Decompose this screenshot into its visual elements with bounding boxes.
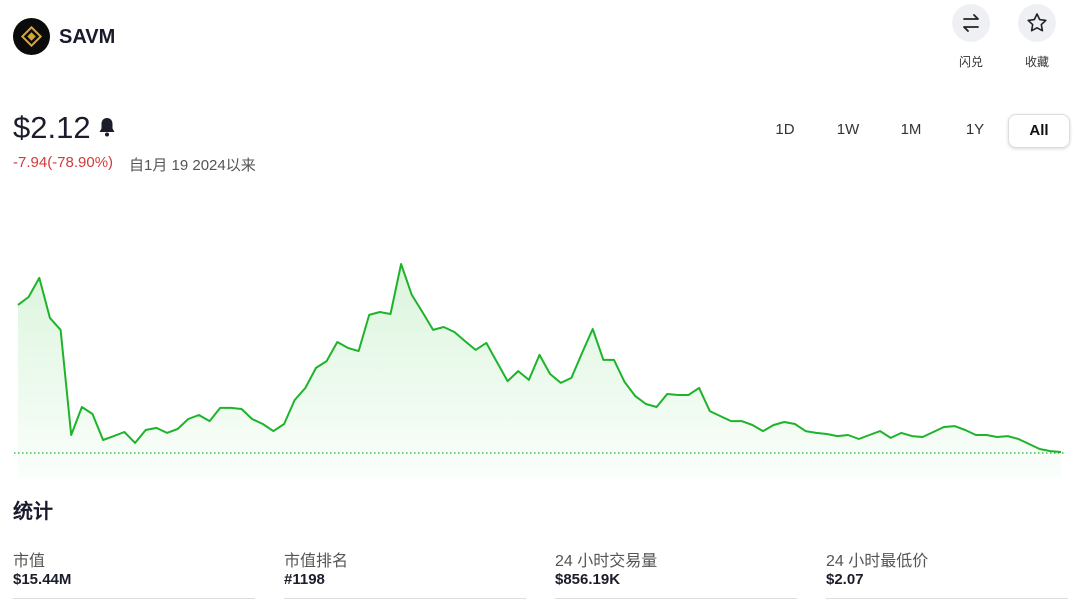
favorite-button[interactable] <box>1018 4 1056 42</box>
stat-value: #1198 <box>284 571 325 588</box>
stat-label: 24 小时交易量 <box>555 553 658 570</box>
area <box>18 264 1061 477</box>
logo <box>13 18 50 55</box>
stat-label: 24 小时最低价 <box>826 553 929 570</box>
stat-label: 市值 <box>13 553 46 570</box>
since-date: 自1月 19 2024以来 <box>129 157 256 174</box>
stat-value: $2.07 <box>826 571 864 588</box>
range-button[interactable]: 1M <box>900 121 922 138</box>
range-button[interactable]: 1D <box>775 121 795 138</box>
logo-icon <box>20 25 43 48</box>
stat-value: $856.19K <box>555 571 621 588</box>
stat-divider <box>555 598 797 599</box>
token-name: SAVM <box>59 26 116 48</box>
stat-label: 市值排名 <box>284 553 349 570</box>
stats-title: 统计 <box>13 501 53 523</box>
price-line <box>17 263 1062 453</box>
range-button[interactable]: 1Y <box>965 121 985 138</box>
range-button[interactable]: All <box>1008 114 1070 148</box>
stat-divider <box>13 598 255 599</box>
stat-divider <box>284 598 526 599</box>
price: $2.12 <box>13 110 91 145</box>
range-button[interactable]: 1W <box>836 121 860 138</box>
swap-label[interactable]: 闪兑 <box>958 55 983 69</box>
stat-divider <box>826 598 1068 599</box>
alert-icon[interactable] <box>97 116 117 138</box>
swap-button[interactable] <box>952 4 990 42</box>
stat-value: $15.44M <box>13 571 72 588</box>
favorite-label[interactable]: 收藏 <box>1024 55 1049 69</box>
price-change: -7.94(-78.90%) <box>13 154 114 171</box>
